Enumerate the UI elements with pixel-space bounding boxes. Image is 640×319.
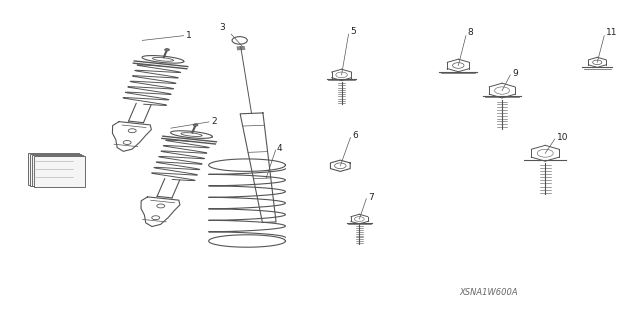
Text: 7: 7 [368,193,374,202]
FancyBboxPatch shape [28,153,79,185]
Circle shape [193,124,198,126]
Text: 9: 9 [512,69,518,78]
Text: 11: 11 [606,28,618,37]
Text: 1: 1 [186,31,191,40]
FancyBboxPatch shape [30,154,81,186]
Text: 4: 4 [277,144,282,153]
FancyBboxPatch shape [34,156,84,187]
Text: 6: 6 [353,131,358,140]
Text: 5: 5 [351,27,356,36]
Text: 8: 8 [468,28,474,37]
Text: 10: 10 [557,133,568,142]
Text: 3: 3 [219,23,225,32]
FancyBboxPatch shape [32,155,83,187]
Text: 2: 2 [211,117,216,126]
Circle shape [164,48,170,51]
Text: XSNA1W600A: XSNA1W600A [460,288,518,297]
